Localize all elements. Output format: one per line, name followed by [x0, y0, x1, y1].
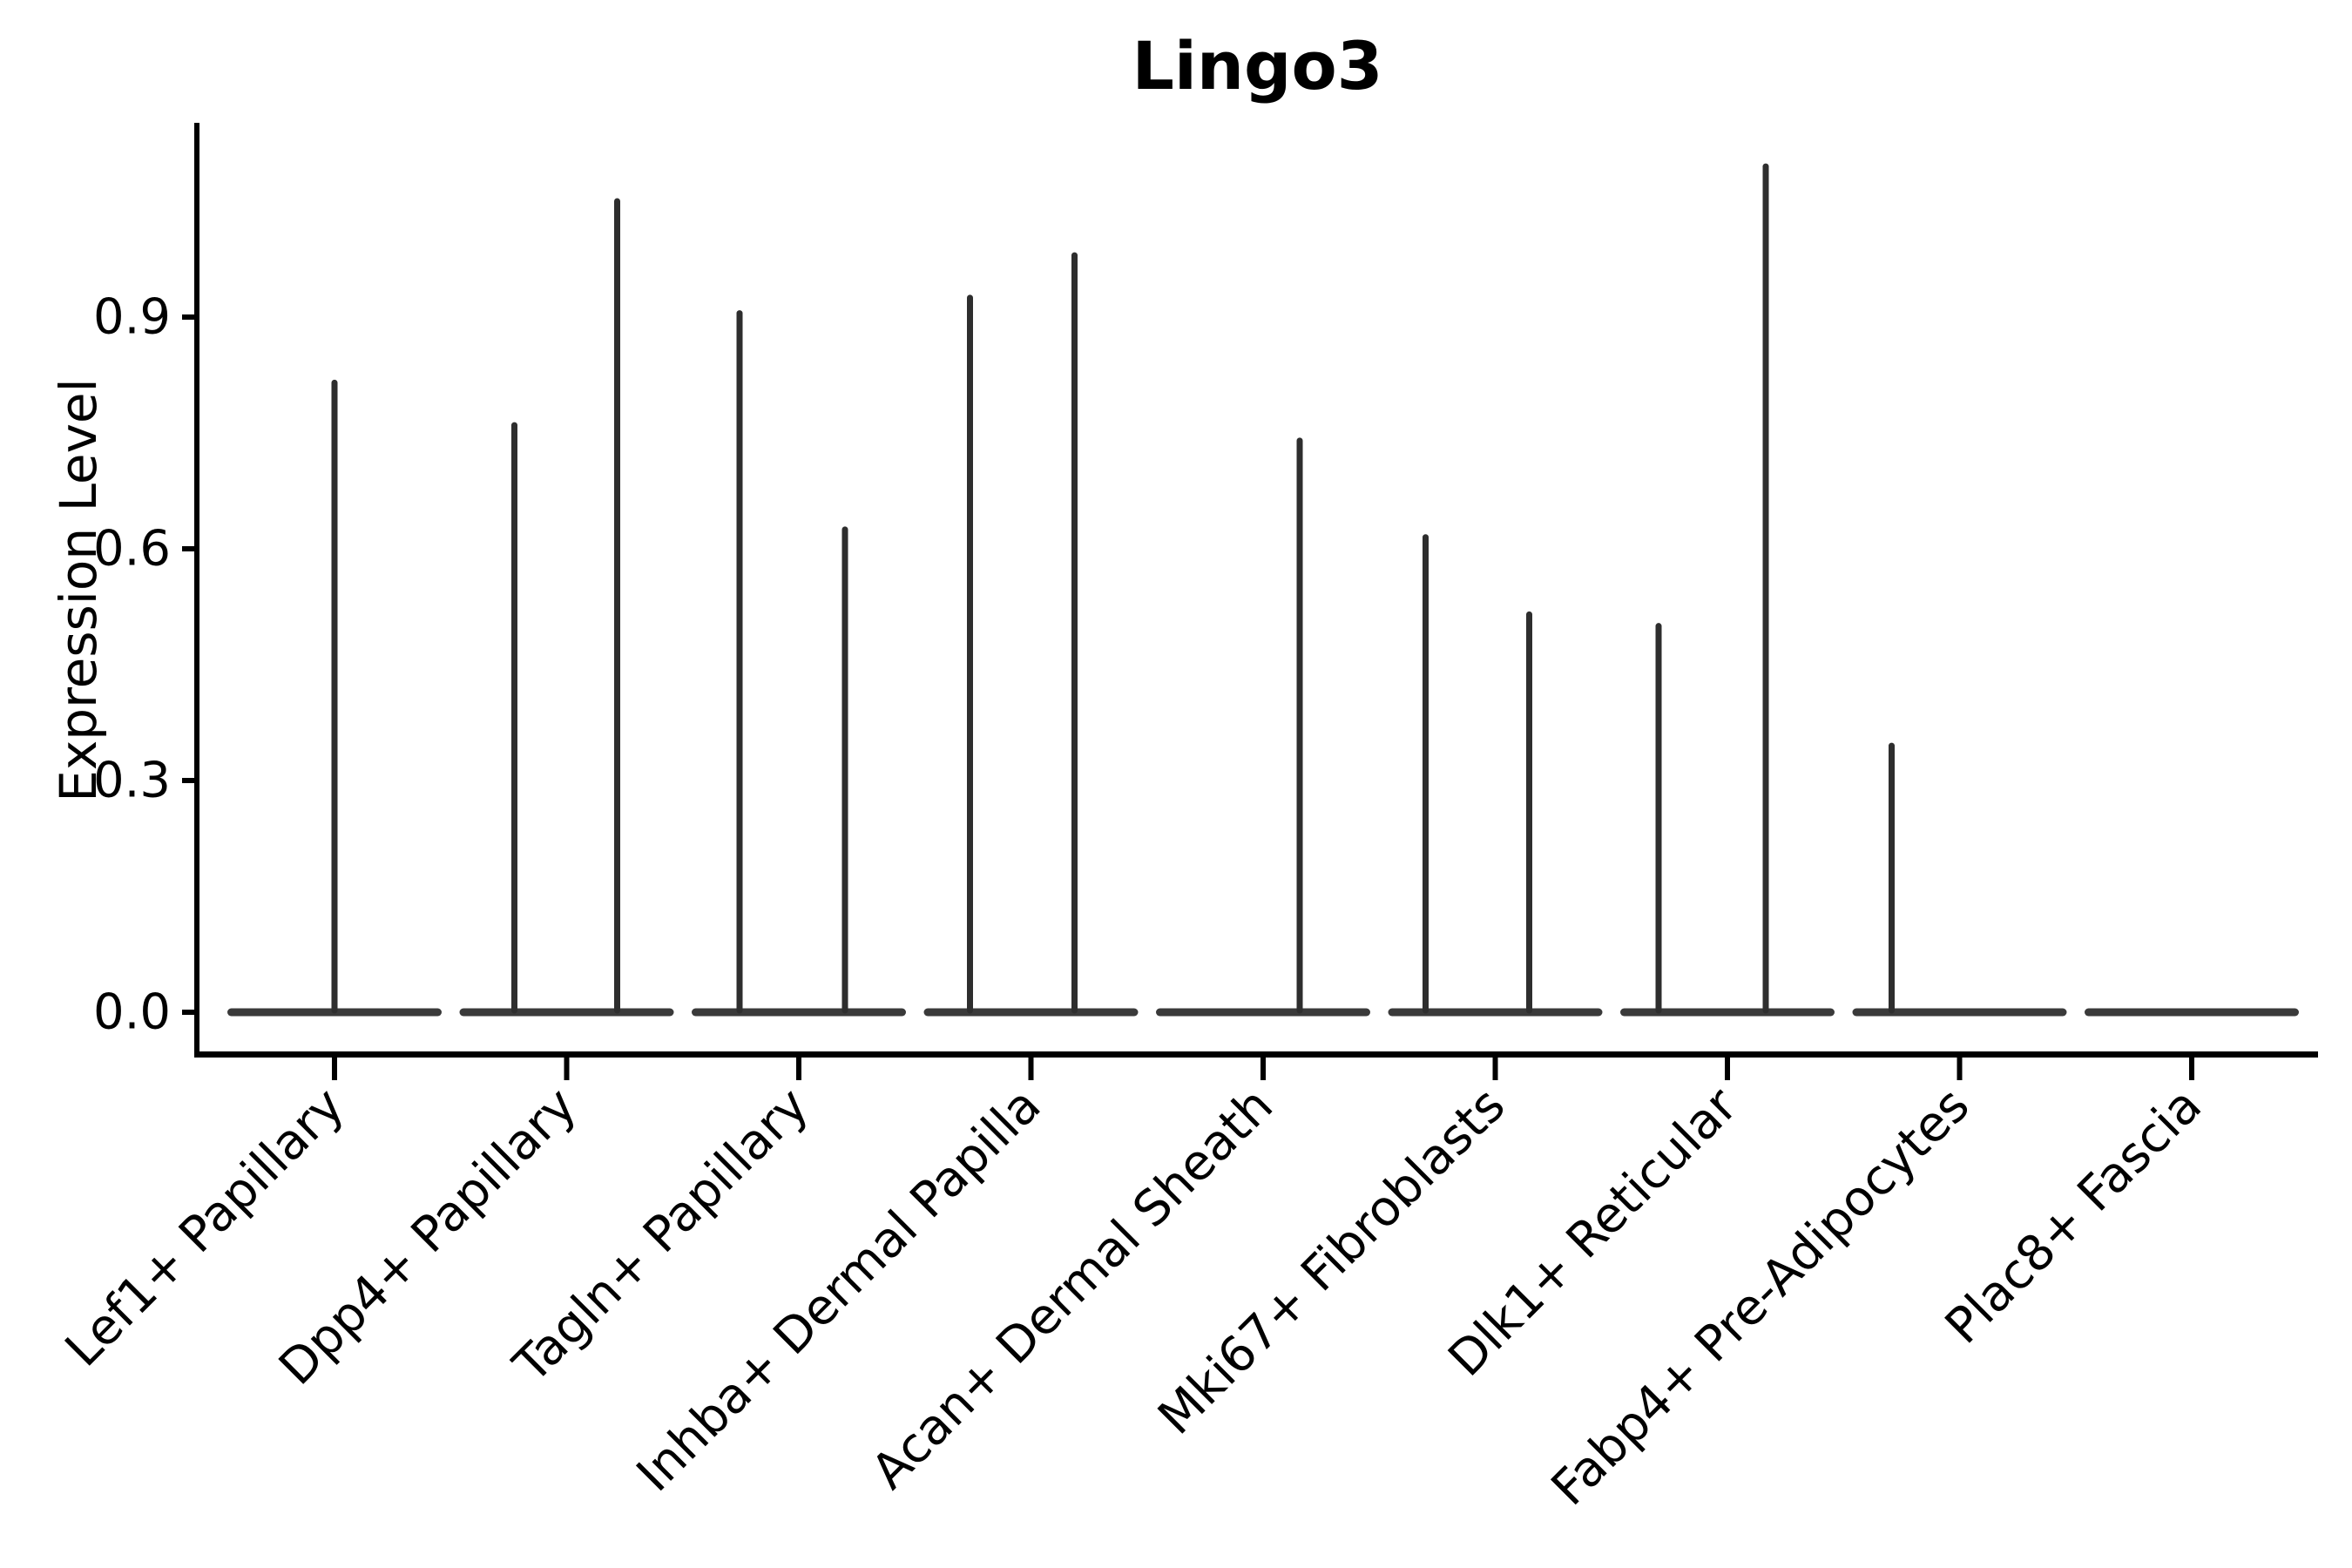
violin-baseline: [923, 1008, 1139, 1017]
y-tick-label: 0.3: [93, 752, 171, 808]
y-axis-label: Expression Level: [49, 378, 108, 801]
y-tick-label: 0.0: [93, 984, 171, 1041]
violin-baseline: [1620, 1008, 1835, 1017]
violin-baseline: [2085, 1008, 2299, 1017]
violin-baseline: [1156, 1008, 1370, 1017]
x-tick-label: Fabp4+ Pre-Adipocytes: [1541, 1077, 1981, 1517]
violin-baseline: [459, 1008, 674, 1017]
violin-baseline: [1852, 1008, 2067, 1017]
x-tick-label: Acan+ Dermal Sheath: [861, 1077, 1284, 1500]
y-tick-label: 0.6: [93, 520, 171, 577]
violin-baseline: [692, 1008, 906, 1017]
chart-title: Lingo3: [1132, 27, 1382, 105]
x-tick-label: Inhba+ Dermal Papilla: [626, 1077, 1052, 1503]
violin-baseline: [1388, 1008, 1603, 1017]
y-tick-label: 0.9: [93, 288, 171, 345]
